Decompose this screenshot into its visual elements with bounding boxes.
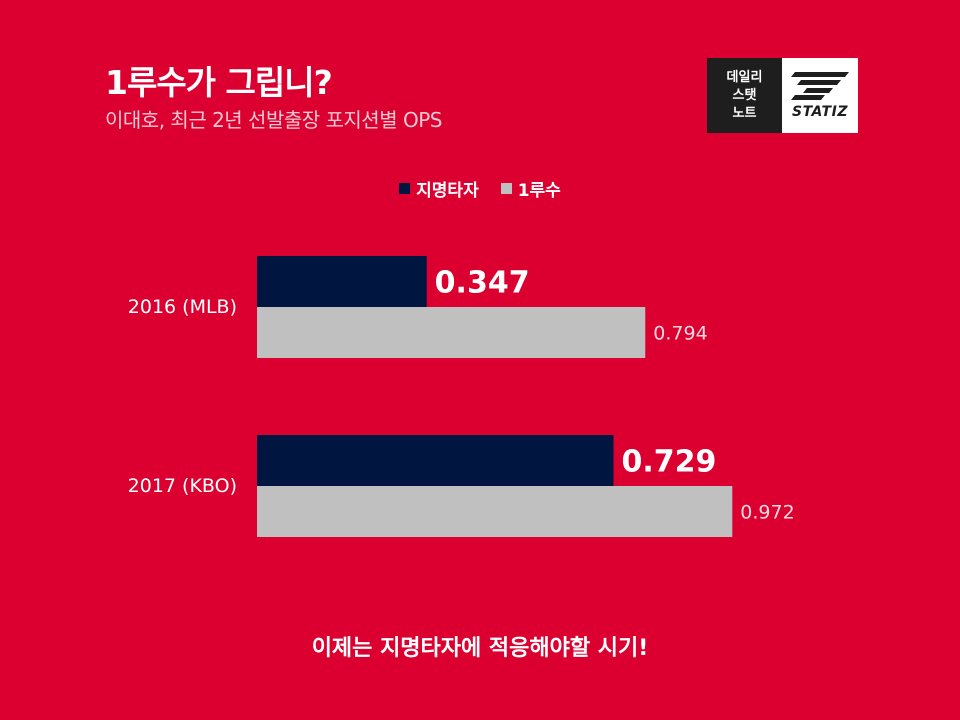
- legend-item-first-base: 1루수: [500, 176, 561, 201]
- bar-first-base: [257, 307, 646, 358]
- data-label-first-base: 0.794: [653, 323, 707, 345]
- logo-line: 데일리: [726, 69, 763, 85]
- footer-caption: 이제는 지명타자에 적응해야할 시기!: [311, 636, 649, 661]
- logo-line: 노트: [732, 105, 757, 121]
- data-label-dh: 0.347: [435, 266, 530, 301]
- category-label: 2017 (KBO): [128, 475, 237, 497]
- data-label-dh: 0.729: [621, 445, 716, 480]
- category-label: 2016 (MLB): [128, 296, 237, 318]
- legend: 지명타자 1루수: [0, 176, 960, 201]
- data-label-first-base: 0.972: [740, 502, 794, 524]
- logo-line: 스탯: [732, 87, 757, 103]
- logo: 데일리 스탯 노트 STATIZ: [707, 58, 858, 133]
- daily-stat-note-logo: 데일리 스탯 노트: [707, 58, 782, 133]
- legend-label-dh: 지명타자: [416, 181, 479, 201]
- chart-subtitle: 이대호, 최근 2년 선발출장 포지션별 OPS: [105, 108, 442, 132]
- statiz-lines-icon: [791, 71, 849, 100]
- bar-first-base: [257, 486, 733, 537]
- chart-title: 1루수가 그립니?: [105, 63, 333, 102]
- legend-swatch-first-base: [500, 183, 512, 194]
- legend-label-first-base: 1루수: [517, 181, 561, 201]
- legend-swatch-dh: [399, 183, 411, 194]
- bar-dh: [257, 256, 427, 307]
- legend-item-dh: 지명타자: [399, 176, 479, 201]
- statiz-logo: STATIZ: [782, 58, 858, 133]
- statiz-wordmark: STATIZ: [792, 103, 848, 120]
- bar-dh: [257, 435, 614, 486]
